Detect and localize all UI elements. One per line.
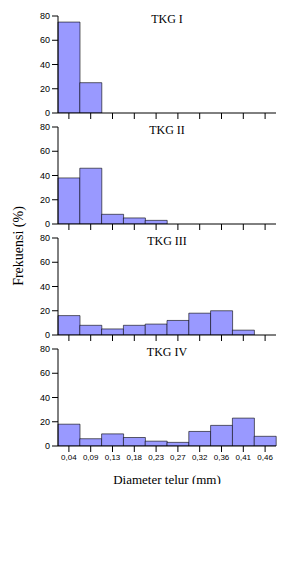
svg-text:0,32: 0,32 (192, 453, 208, 462)
svg-text:60: 60 (40, 35, 50, 45)
svg-text:0,18: 0,18 (127, 453, 143, 462)
svg-text:80: 80 (40, 344, 50, 354)
svg-text:Diameter telur (mm): Diameter telur (mm) (113, 472, 221, 484)
svg-text:0: 0 (45, 108, 50, 118)
svg-text:0,36: 0,36 (214, 453, 230, 462)
svg-text:80: 80 (40, 122, 50, 132)
html-text:TKG II: TKG II (149, 123, 185, 137)
svg-text:0,23: 0,23 (148, 453, 164, 462)
svg-text:0: 0 (45, 219, 50, 229)
svg-text:0,04: 0,04 (61, 453, 77, 462)
html-text:TKG IV: TKG IV (146, 345, 188, 359)
svg-text:20: 20 (40, 306, 50, 316)
svg-text:0: 0 (45, 330, 50, 340)
svg-text:0,13: 0,13 (105, 453, 121, 462)
svg-text:20: 20 (40, 195, 50, 205)
svg-text:0,46: 0,46 (257, 453, 273, 462)
svg-text:80: 80 (40, 11, 50, 21)
svg-text:0,09: 0,09 (83, 453, 99, 462)
svg-text:0,41: 0,41 (236, 453, 252, 462)
svg-text:40: 40 (40, 393, 50, 403)
html-text:TKG III: TKG III (147, 234, 187, 248)
svg-text:60: 60 (40, 257, 50, 267)
svg-text:40: 40 (40, 171, 50, 181)
svg-text:20: 20 (40, 84, 50, 94)
svg-text:20: 20 (40, 417, 50, 427)
svg-text:0,27: 0,27 (170, 453, 186, 462)
svg-text:40: 40 (40, 60, 50, 70)
html-text:TKG I: TKG I (151, 12, 183, 26)
svg-text:80: 80 (40, 233, 50, 243)
svg-text:60: 60 (40, 368, 50, 378)
svg-text:0: 0 (45, 441, 50, 451)
svg-text:40: 40 (40, 282, 50, 292)
svg-text:60: 60 (40, 146, 50, 156)
html-text:Frekuensi (%): Frekuensi (%) (11, 206, 26, 286)
